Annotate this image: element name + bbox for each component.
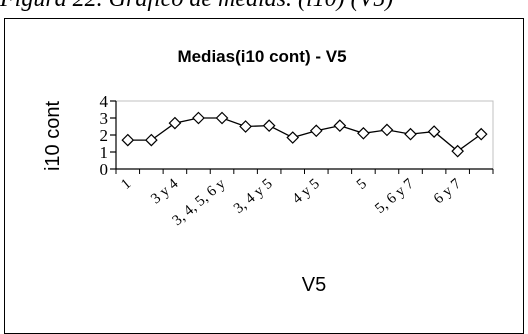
series-group	[121, 111, 488, 158]
data-point	[357, 126, 370, 140]
data-point	[427, 125, 441, 138]
data-point	[451, 144, 465, 158]
data-point	[474, 127, 488, 141]
data-point	[262, 119, 276, 132]
y-tick-label: 4	[100, 92, 109, 111]
x-tick-label: 5, 6 y 7	[372, 175, 417, 217]
data-point	[121, 133, 135, 147]
x-ticks: 1 3 y 43, 4, 5, 6 y 3, 4 y 5 4 y 5 5 5, 6 y 7…	[115, 169, 494, 229]
y-tick-label: 1	[100, 143, 109, 162]
data-point	[239, 120, 252, 133]
data-point	[215, 111, 229, 125]
data-point	[192, 111, 205, 125]
x-tick-label: 3 y 4	[148, 175, 182, 207]
x-tick-label: 6 y 7	[431, 175, 465, 207]
chart-frame	[4, 18, 524, 334]
figure-caption: Figura 22. Gráfico de medias. (i10) (V5)	[0, 0, 528, 13]
chart-title: Medias(i10 cont) - V5	[177, 47, 346, 66]
y-tick-label: 3	[100, 109, 109, 128]
data-point	[309, 124, 323, 138]
data-point	[286, 131, 300, 144]
x-tick-label: 3, 4 y 5	[231, 176, 276, 217]
x-axis-label: V5	[302, 274, 326, 296]
x-tick-label: 5	[354, 176, 370, 193]
x-tick-label: 4 y 5	[290, 176, 323, 208]
data-point	[144, 133, 158, 147]
data-point	[380, 123, 394, 137]
data-point	[168, 116, 182, 130]
y-tick-label: 2	[100, 126, 109, 145]
x-tick-label: 1	[118, 176, 134, 193]
data-point	[404, 127, 417, 141]
y-tick-label: 0	[100, 160, 109, 179]
y-axis-label: i10 cont	[42, 101, 64, 171]
x-tick-label: 3, 4, 5, 6 y	[169, 175, 229, 229]
series-line	[127, 117, 482, 152]
data-point	[333, 119, 347, 132]
